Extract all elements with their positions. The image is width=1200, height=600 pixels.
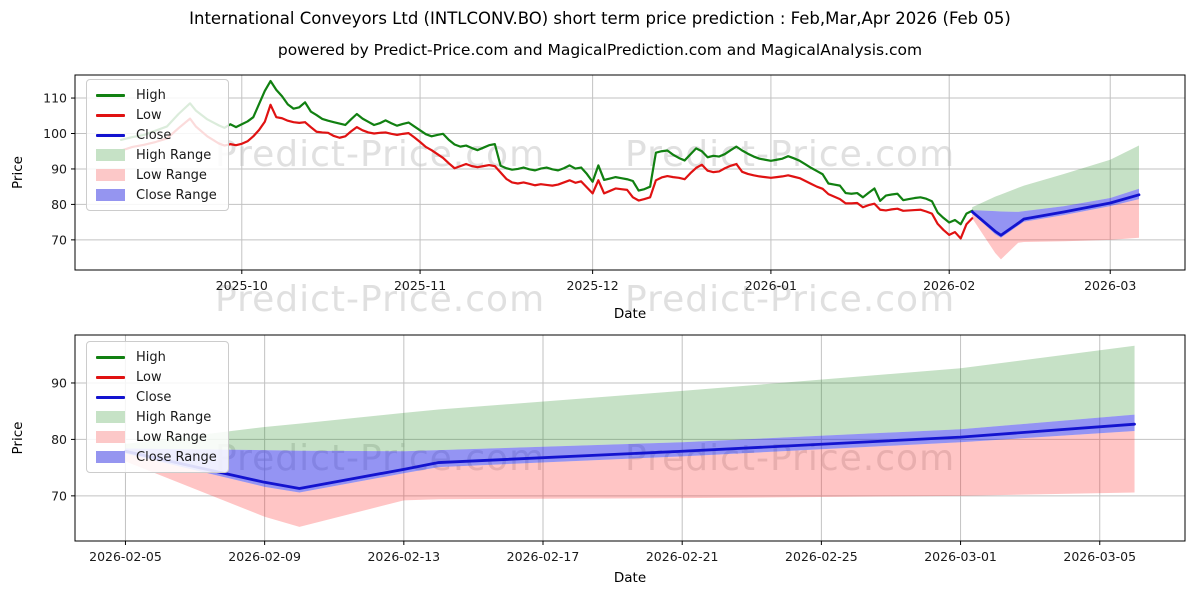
figure-subtitle: powered by Predict-Price.com and Magical… (277, 41, 923, 59)
legend-patch-swatch (96, 189, 125, 201)
y-tick-label: 80 (51, 197, 67, 212)
legend-item-close-range: Close Range (96, 447, 217, 467)
x-tick-label: 2025-11 (394, 278, 446, 293)
plot-frame (74, 334, 1186, 542)
x-tick-label: 2026-02-09 (228, 549, 301, 564)
legend-label: High Range (136, 409, 212, 425)
legend-item-low: Low (96, 105, 217, 125)
x-tick-label: 2025-12 (566, 278, 618, 293)
legend-item-high: High (96, 347, 217, 367)
legend-item-high: High (96, 85, 217, 105)
y-tick-label: 110 (43, 91, 67, 106)
x-tick-label: 2026-01 (745, 278, 797, 293)
x-tick-label: 2026-02-21 (646, 549, 719, 564)
legend-patch-swatch (96, 431, 125, 443)
y-tick-label: 90 (51, 375, 67, 390)
y-tick-label: 70 (51, 232, 67, 247)
legend-line-swatch (96, 395, 125, 399)
legend-item-low-range: Low Range (96, 427, 217, 447)
close-line (124, 422, 1136, 490)
x-axis-label: Date (614, 570, 646, 586)
watermark-text: Predict-Price.com (625, 279, 955, 320)
legend-label: High Range (136, 147, 212, 163)
x-tick-label: 2026-02-13 (367, 549, 440, 564)
legend-label: High (136, 87, 166, 103)
figure-title: International Conveyors Ltd (INTLCONV.BO… (189, 9, 1011, 28)
legend-label: Low Range (136, 167, 207, 183)
x-tick-label: 2026-03-01 (924, 549, 997, 564)
legend-label: High (136, 349, 166, 365)
legend-line-swatch (96, 93, 125, 97)
low-range-band (972, 199, 1139, 260)
plot-frame (74, 74, 1186, 271)
legend-patch-swatch (96, 451, 125, 463)
legend-label: Low Range (136, 429, 207, 445)
watermark-text: Predict-Price.com (215, 279, 545, 320)
x-tick-label: 2026-02-17 (507, 549, 580, 564)
legend-label: Low (136, 369, 162, 385)
x-tick-label: 2026-02-05 (89, 549, 162, 564)
y-tick-label: 80 (51, 432, 67, 447)
legend-patch-swatch (96, 149, 125, 161)
x-tick-label: 2026-03 (1084, 278, 1136, 293)
y-tick-label: 70 (51, 488, 67, 503)
y-tick-label: 90 (51, 161, 67, 176)
legend-item-close-range: Close Range (96, 185, 217, 205)
legend-label: Close Range (136, 449, 217, 465)
watermark-text: Predict-Price.com (215, 438, 545, 479)
x-tick-label: 2026-02-25 (785, 549, 858, 564)
legend-top-chart: High Low Close High Range Low Range Close Ran… (86, 79, 229, 211)
x-axis-label: Date (614, 306, 646, 322)
legend-item-close: Close (96, 387, 217, 407)
legend-bottom-chart: High Low Close High Range Low Range Close Ran… (86, 341, 229, 473)
legend-item-close: Close (96, 125, 217, 145)
close-line (970, 193, 1141, 237)
legend-label: Close (136, 127, 172, 143)
legend-line-swatch (96, 133, 125, 137)
legend-line-swatch (96, 113, 125, 117)
legend-item-high-range: High Range (96, 145, 217, 165)
legend-line-swatch (96, 355, 125, 359)
legend-patch-swatch (96, 169, 125, 181)
legend-label: Close Range (136, 187, 217, 203)
legend-item-high-range: High Range (96, 407, 217, 427)
legend-label: Low (136, 107, 162, 123)
legend-item-low-range: Low Range (96, 165, 217, 185)
high-range-band (125, 345, 1135, 452)
x-tick-label: 2026-02 (923, 278, 975, 293)
low-line (119, 103, 974, 240)
y-axis-label: Price (10, 422, 26, 455)
high-range-band (972, 145, 1139, 212)
watermark-text: Predict-Price.com (215, 134, 545, 175)
low-range-band (125, 430, 1135, 527)
watermark-text: Predict-Price.com (625, 134, 955, 175)
legend-item-low: Low (96, 367, 217, 387)
y-axis-label: Price (10, 156, 26, 189)
x-tick-label: 2026-03-05 (1063, 549, 1136, 564)
high-line (119, 79, 974, 226)
legend-line-swatch (96, 375, 125, 379)
legend-label: Close (136, 389, 172, 405)
x-tick-label: 2025-10 (216, 278, 268, 293)
y-tick-label: 100 (43, 126, 67, 141)
legend-patch-swatch (96, 411, 125, 423)
